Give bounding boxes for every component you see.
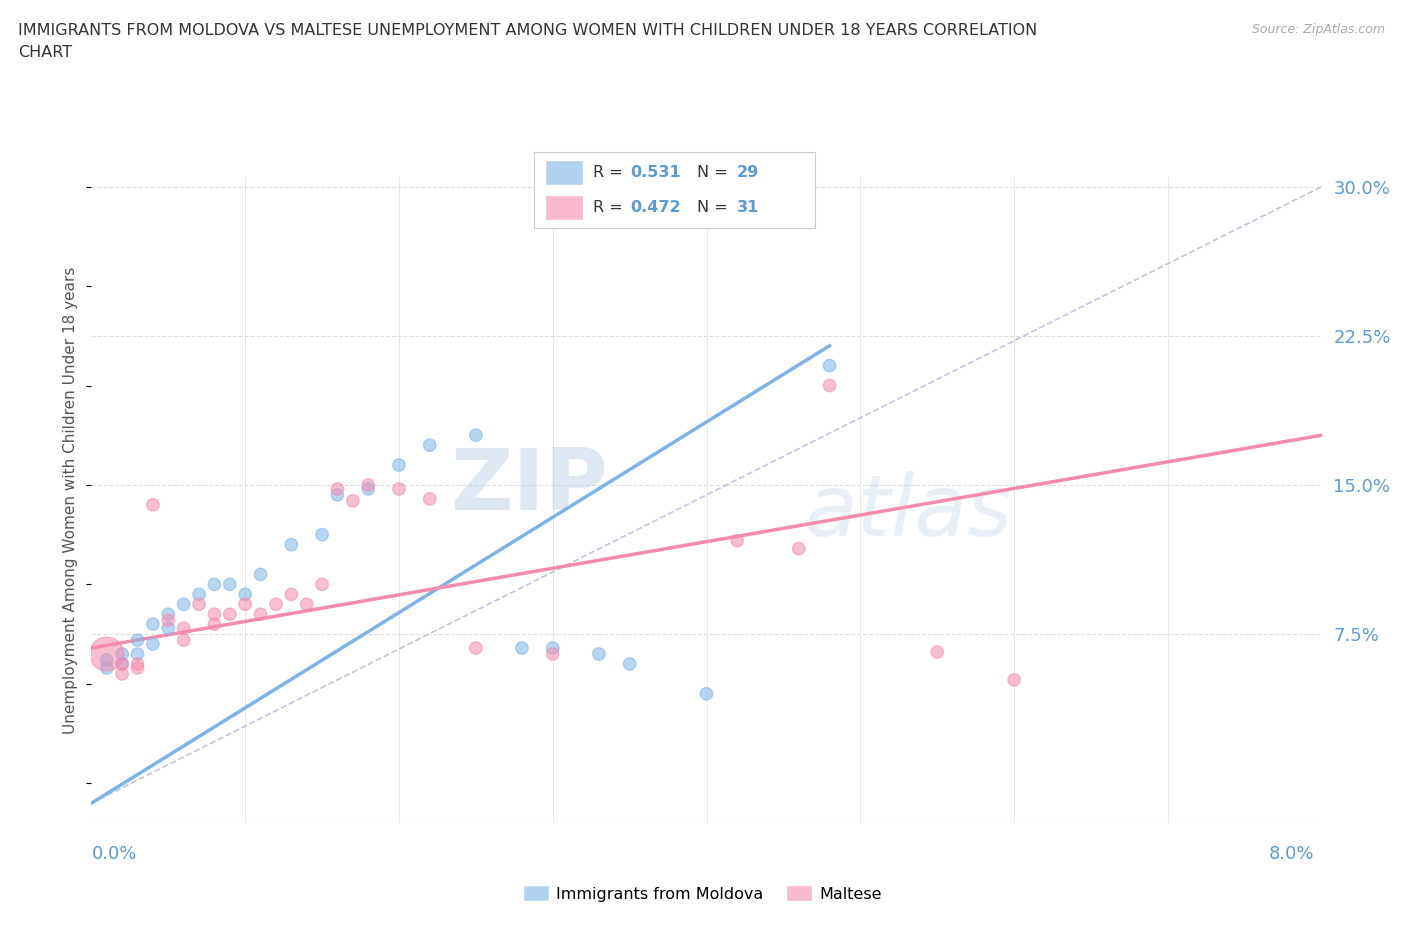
Point [111,646,134,661]
Point [342,494,364,509]
Point [202,617,225,631]
Point [142,617,165,631]
Bar [546,161,582,183]
Text: N =: N = [697,200,734,215]
Text: 0.0%: 0.0% [91,844,136,863]
Point [173,632,195,647]
Point [111,667,134,682]
Text: CHART: CHART [18,45,72,60]
Point [249,606,271,621]
Point [357,477,380,492]
Point [619,657,641,671]
Point [464,428,486,443]
Point [541,646,564,661]
Y-axis label: Unemployment Among Women with Children Under 18 years: Unemployment Among Women with Children U… [63,266,79,734]
Text: N =: N = [697,165,734,179]
Point [541,641,564,656]
Point [233,587,256,602]
Point [173,597,195,612]
Point [357,482,380,497]
Point [157,606,180,621]
Text: IMMIGRANTS FROM MOLDOVA VS MALTESE UNEMPLOYMENT AMONG WOMEN WITH CHILDREN UNDER : IMMIGRANTS FROM MOLDOVA VS MALTESE UNEMP… [18,23,1038,38]
Text: 31: 31 [737,200,759,215]
Point [419,491,441,506]
Point [202,606,225,621]
Point [127,632,149,647]
Point [111,657,134,671]
Point [127,646,149,661]
Point [218,606,240,621]
Point [142,498,165,512]
Point [173,620,195,635]
Point [311,577,333,591]
Point [818,379,841,393]
Text: 8.0%: 8.0% [1270,844,1315,863]
Point [218,577,240,591]
Point [127,660,149,675]
Text: 0.531: 0.531 [630,165,681,179]
Point [464,641,486,656]
Point [188,587,211,602]
Text: 0.472: 0.472 [630,200,681,215]
Text: ZIP: ZIP [450,445,607,528]
Point [326,482,349,497]
Text: Source: ZipAtlas.com: Source: ZipAtlas.com [1251,23,1385,36]
Point [96,646,118,661]
Point [695,686,717,701]
Point [142,637,165,652]
Point [157,613,180,628]
Point [510,641,533,656]
Point [588,646,610,661]
Text: R =: R = [593,200,628,215]
Point [326,487,349,502]
Point [927,644,949,659]
Point [419,438,441,453]
Point [111,657,134,671]
Point [96,653,118,668]
Point [388,458,411,472]
Text: R =: R = [593,165,628,179]
Point [388,482,411,497]
Text: atlas: atlas [804,472,1012,554]
Point [1002,672,1025,687]
Point [818,358,841,373]
Point [264,597,287,612]
Point [280,538,302,552]
Point [157,620,180,635]
Point [202,577,225,591]
Point [280,587,302,602]
Point [787,541,810,556]
Point [127,657,149,671]
Legend: Immigrants from Moldova, Maltese: Immigrants from Moldova, Maltese [517,880,889,908]
Point [96,660,118,675]
Point [725,533,748,548]
Point [233,597,256,612]
Point [249,567,271,582]
Point [295,597,318,612]
Point [311,527,333,542]
Text: 29: 29 [737,165,759,179]
Point [188,597,211,612]
Bar [546,196,582,219]
